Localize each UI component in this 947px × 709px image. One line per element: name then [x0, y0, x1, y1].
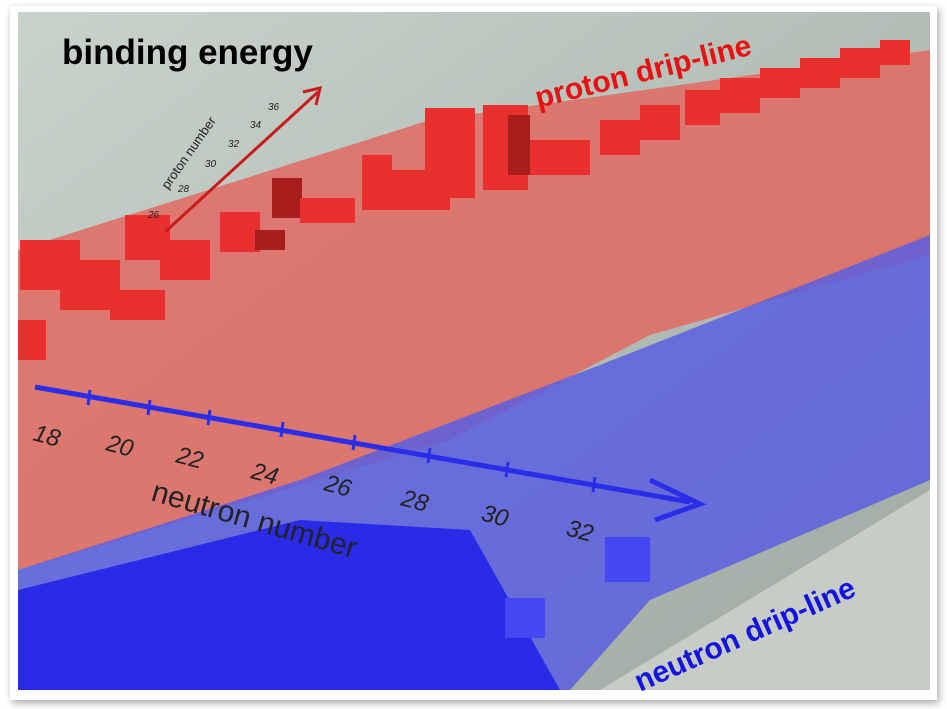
- tick-label: 32: [228, 139, 240, 150]
- tick-label: 30: [205, 159, 217, 170]
- tick-label: 26: [147, 210, 160, 221]
- figure: 18 20 22 24 26 28 30 32 neutron number 2…: [0, 0, 947, 709]
- title: binding energy: [62, 33, 313, 72]
- tick-label: 36: [268, 102, 280, 113]
- blue-block: [505, 598, 545, 638]
- tick-label: 34: [250, 120, 262, 131]
- page: 18 20 22 24 26 28 30 32 neutron number 2…: [0, 0, 947, 709]
- scene: [18, 12, 930, 690]
- blue-block: [605, 537, 650, 582]
- tick-label: 28: [177, 184, 190, 195]
